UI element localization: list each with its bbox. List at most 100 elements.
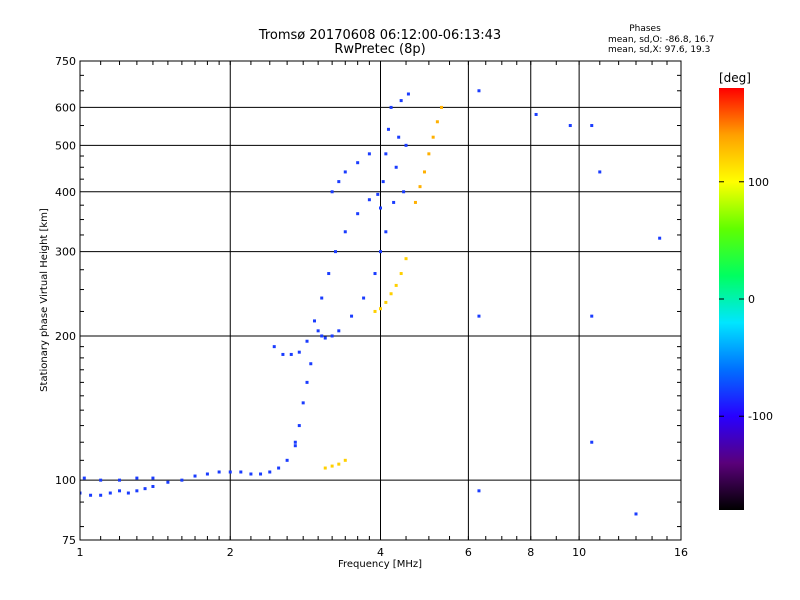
phase-stats-x: mean, sd,X: 97.6, 19.3 [608, 45, 710, 55]
data-point [440, 105, 444, 109]
data-point [634, 512, 638, 516]
data-point [277, 466, 281, 470]
y-axis-label: Stationary phase Virtual Height [km] [39, 208, 50, 392]
data-point [384, 300, 388, 304]
data-point [413, 200, 417, 204]
data-point [337, 329, 341, 333]
series-x-mode-f2 [413, 105, 444, 204]
data-point [431, 135, 435, 139]
data-point [99, 493, 103, 497]
x-tick-label: 2 [227, 546, 234, 559]
data-point [394, 283, 398, 287]
data-point [373, 309, 377, 313]
series-o-mode-f2-upper [330, 152, 371, 194]
colorbar-tick-label: -100 [748, 410, 773, 423]
data-point [281, 352, 285, 356]
data-point [228, 470, 232, 474]
data-point [268, 470, 272, 474]
data-point [249, 472, 253, 476]
data-point [590, 124, 594, 128]
x-axis-label: Frequency [MHz] [338, 559, 422, 570]
data-point [323, 466, 327, 470]
data-point [135, 489, 139, 493]
data-point [418, 185, 422, 189]
data-point [384, 230, 388, 234]
data-point [386, 127, 390, 131]
data-point [82, 476, 86, 480]
data-point [126, 491, 130, 495]
data-point [397, 135, 401, 139]
series-o-mode-f1-cusp [272, 192, 380, 356]
data-point [658, 236, 662, 240]
data-point [297, 350, 301, 354]
data-point [384, 152, 388, 156]
data-point [367, 198, 371, 202]
data-point [285, 458, 289, 462]
data-point [99, 478, 103, 482]
data-point [343, 230, 347, 234]
data-point [394, 165, 398, 169]
data-point [406, 92, 410, 96]
data-point [356, 212, 360, 216]
series-o-mode-e-region-rise [293, 362, 313, 444]
data-point [399, 99, 403, 103]
data-point [80, 491, 82, 495]
x-tick-label: 16 [674, 546, 688, 559]
data-point [337, 180, 341, 184]
data-point [118, 478, 122, 482]
data-point [404, 257, 408, 261]
colorbar-tick-label: 0 [748, 293, 755, 306]
data-point [590, 440, 594, 444]
data-point [89, 493, 93, 497]
colorbar-tick-label: 100 [748, 176, 769, 189]
y-tick-label: 400 [55, 186, 76, 199]
data-point [330, 464, 334, 468]
data-point [350, 314, 354, 318]
series-x-mode-trace [373, 257, 408, 313]
data-point [289, 352, 293, 356]
data-point [402, 190, 406, 194]
plot-frame [79, 60, 682, 541]
data-point [166, 480, 170, 484]
series-o-mode-low-layer [80, 444, 297, 497]
data-point [305, 339, 309, 343]
data-point [135, 476, 139, 480]
data-point [590, 314, 594, 318]
y-tick-label: 600 [55, 101, 76, 114]
data-point [297, 424, 301, 428]
chart-title: Tromsø 20170608 06:12:00-06:13:43 [258, 28, 501, 43]
data-point [389, 105, 393, 109]
data-point [239, 470, 243, 474]
data-point [427, 152, 431, 156]
data-point [320, 296, 324, 300]
data-point [333, 250, 337, 254]
x-tick-label: 6 [465, 546, 472, 559]
series-o-mode-low-upper-trace [82, 476, 155, 482]
data-point [301, 401, 305, 405]
y-tick-label: 100 [55, 474, 76, 487]
data-point [180, 478, 184, 482]
data-point [337, 462, 341, 466]
data-point [151, 476, 155, 480]
series-scattered [477, 89, 662, 516]
data-point [343, 170, 347, 174]
x-tick-label: 10 [572, 546, 586, 559]
y-tick-label: 300 [55, 246, 76, 259]
data-point [379, 307, 382, 311]
data-point [568, 124, 572, 128]
data-point [356, 161, 360, 165]
data-point [381, 180, 385, 184]
data-point [404, 143, 408, 147]
data-point [108, 491, 112, 495]
colorbar-label: [deg] [719, 71, 751, 85]
data-point [477, 89, 481, 93]
data-point [330, 190, 334, 194]
data-point [373, 272, 377, 276]
data-point [143, 487, 147, 491]
data-point [598, 170, 602, 174]
series-o-mode-f2-trace [316, 230, 388, 340]
x-tick-label: 1 [77, 546, 84, 559]
data-point [362, 296, 366, 300]
data-point [312, 319, 316, 323]
